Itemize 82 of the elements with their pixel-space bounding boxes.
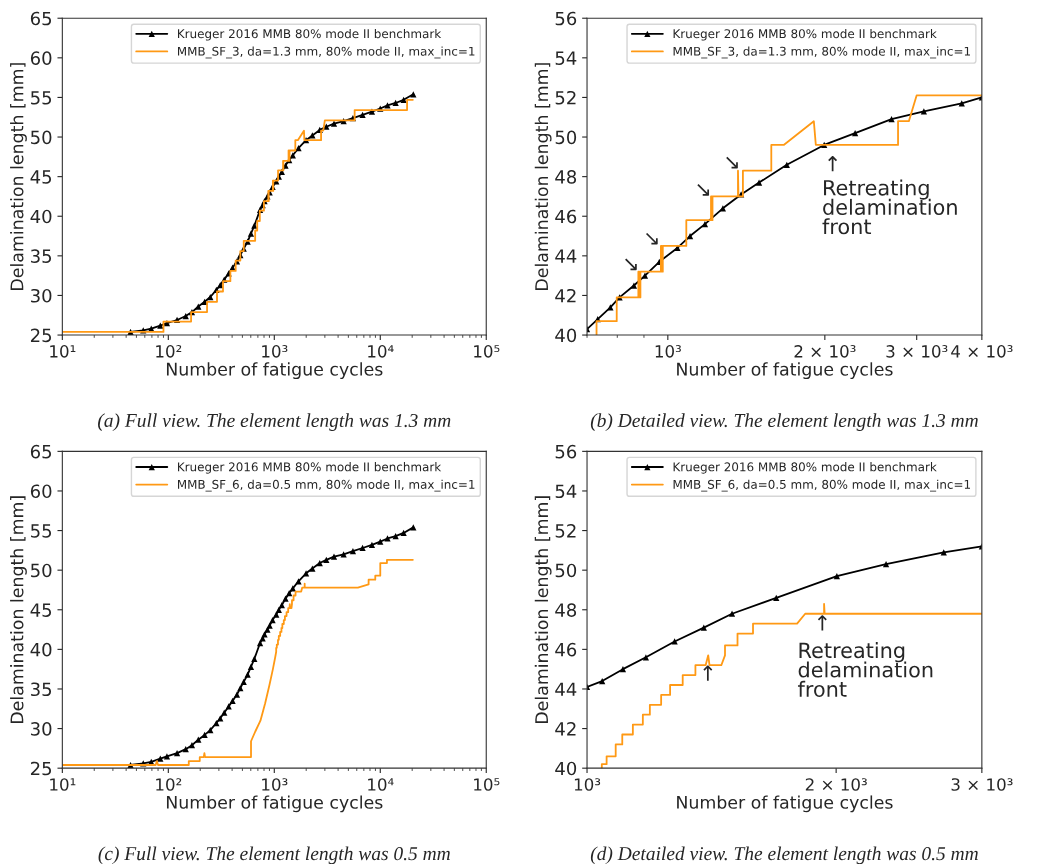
y-tick-label: 56	[555, 11, 577, 26]
y-tick-label: 65	[30, 11, 52, 26]
legend-label: MMB_SF_6, da=0.5 mm, 80% mode II, max_inc=1	[673, 479, 970, 492]
annotation: ↑	[828, 156, 838, 172]
y-tick-label: 50	[555, 563, 577, 578]
x-tick-label: 10¹	[50, 778, 76, 791]
y-tick-label: 40	[555, 328, 577, 343]
x-tick-label: 4 × 10³	[951, 345, 1013, 358]
y-tick-label: 55	[31, 91, 52, 105]
y-tick-label: 55	[31, 524, 52, 538]
y-tick-label: 35	[31, 249, 52, 263]
y-tick-label: 54	[555, 484, 577, 499]
text: (c) Full view. The element length was 0.5 mm	[98, 846, 450, 865]
x-tick-label: 10¹	[50, 345, 76, 358]
y-axis-title: Delamination length [mm]	[10, 496, 27, 724]
y-tick-label: 45	[30, 603, 52, 617]
y-tick-label: 35	[31, 682, 52, 697]
y-tick-label: 50	[31, 130, 52, 145]
legend-label: Krueger 2016 MMB 80% mode II benchmark	[178, 28, 442, 41]
y-tick-label: 40	[30, 642, 52, 657]
y-tick-label: 54	[555, 51, 577, 65]
annotation: ↑	[703, 665, 713, 681]
y-tick-label: 48	[555, 603, 577, 617]
text: (a) Full view. The element length was 1.3 mm	[98, 413, 451, 431]
legend-label: MMB_SF_6, da=0.5 mm, 80% mode II, max_inc=1	[178, 479, 475, 492]
x-tick-label: 10³	[262, 778, 288, 791]
x-axis-title: Number of fatigue cycles	[677, 795, 893, 813]
x-tick-label: 10⁴	[368, 778, 394, 791]
y-tick-label: 40	[30, 209, 52, 224]
annotation: ↑	[817, 615, 827, 631]
legend-label: Krueger 2016 MMB 80% mode II benchmark	[673, 28, 937, 41]
y-tick-label: 60	[30, 484, 52, 499]
x-axis-title: Number of fatigue cycles	[166, 362, 383, 380]
annotation: Retreating delamination front	[797, 642, 933, 697]
y-tick-label: 50	[31, 563, 52, 578]
y-tick-label: 44	[555, 682, 577, 696]
x-tick-label: 10³	[655, 345, 681, 358]
legend-label: Krueger 2016 MMB 80% mode II benchmark	[673, 462, 937, 474]
x-tick-label: 3 × 10³	[951, 778, 1013, 791]
x-tick-label: 2 × 10³	[794, 345, 856, 358]
x-tick-label: 10³	[262, 345, 288, 358]
y-tick-label: 44	[555, 249, 577, 263]
x-tick-label: 10⁴	[368, 345, 394, 358]
text: (d) Detailed view. The element length was 0.5 mm	[590, 846, 978, 865]
y-tick-label: 46	[555, 209, 577, 224]
y-tick-label: 25	[30, 761, 52, 776]
x-tick-label: 3 × 10³	[886, 345, 948, 358]
legend-label: MMB_SF_3, da=1.3 mm, 80% mode II, max_inc=1	[178, 46, 475, 59]
y-axis-title: Delamination length [mm]	[534, 63, 552, 290]
y-tick-label: 52	[555, 90, 576, 105]
annotation: Retreating delamination front	[822, 179, 957, 235]
x-axis-title: Number of fatigue cycles	[677, 362, 893, 380]
y-tick-label: 46	[555, 642, 577, 657]
legend-label: Krueger 2016 MMB 80% mode II benchmark	[178, 462, 442, 474]
y-tick-label: 65	[30, 444, 52, 459]
y-tick-label: 42	[555, 288, 576, 303]
y-tick-label: 30	[31, 722, 52, 736]
x-tick-label: 10³	[574, 778, 601, 791]
y-tick-label: 56	[555, 444, 577, 459]
y-tick-label: 40	[555, 761, 577, 776]
x-tick-label: 10⁵	[474, 778, 500, 791]
y-tick-label: 45	[30, 170, 52, 184]
annotation: ↘	[697, 184, 710, 196]
y-axis-title: Delamination length [mm]	[534, 496, 552, 724]
y-tick-label: 60	[30, 51, 52, 65]
y-tick-label: 25	[30, 328, 52, 343]
annotation: ↘	[645, 232, 658, 245]
y-tick-label: 50	[555, 130, 577, 145]
x-tick-label: 2 × 10³	[805, 778, 867, 791]
legend-label: MMB_SF_3, da=1.3 mm, 80% mode II, max_inc=1	[673, 46, 970, 59]
annotation: ↘	[726, 156, 738, 169]
y-tick-label: 52	[555, 524, 576, 538]
y-tick-label: 42	[555, 722, 576, 736]
y-tick-label: 48	[555, 170, 577, 184]
x-tick-label: 10²	[156, 345, 182, 358]
text: (b) Detailed view. The element length was 1.3 mm	[590, 413, 978, 431]
annotation: ↘	[625, 258, 637, 271]
y-axis-title: Delamination length [mm]	[10, 63, 27, 290]
x-axis-title: Number of fatigue cycles	[166, 795, 383, 813]
y-tick-label: 30	[31, 288, 52, 303]
x-tick-label: 10⁵	[474, 345, 500, 358]
x-tick-label: 10²	[156, 778, 182, 791]
